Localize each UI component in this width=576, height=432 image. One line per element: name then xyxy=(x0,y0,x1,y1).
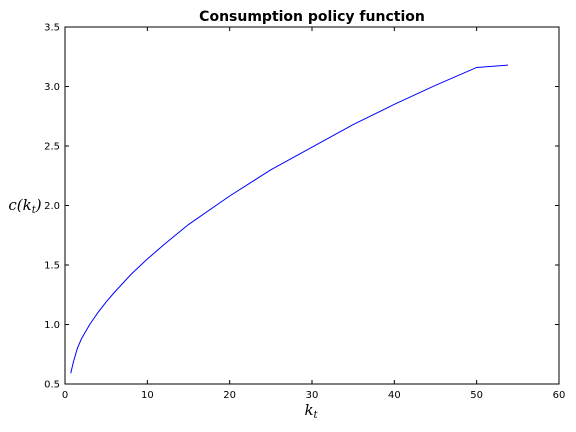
x-tick-label: 20 xyxy=(223,390,236,401)
y-tick-label: 2.0 xyxy=(44,201,60,212)
y-tick-label: 3.0 xyxy=(44,82,60,93)
x-tick-label: 10 xyxy=(141,390,154,401)
y-tick-label: 3.5 xyxy=(44,23,60,34)
chart-title: Consumption policy function xyxy=(199,9,425,25)
x-tick-label: 60 xyxy=(553,390,566,401)
y-tick-label: 2.5 xyxy=(44,142,60,153)
x-tick-labels: 0 10 20 30 40 50 60 xyxy=(62,390,566,401)
x-axis-label: kt xyxy=(304,401,318,421)
x-tick-label: 50 xyxy=(470,390,483,401)
y-tick-label: 0.5 xyxy=(44,380,60,391)
x-tick-label: 30 xyxy=(306,390,319,401)
y-tick-labels: 0.5 1.0 1.5 2.0 2.5 3.0 3.5 xyxy=(44,23,60,391)
series-line-consumption xyxy=(70,64,508,374)
y-tick-label: 1.5 xyxy=(44,261,60,272)
plot-area-frame xyxy=(64,26,560,385)
x-tick-label: 40 xyxy=(388,390,401,401)
axis-ticks xyxy=(64,26,560,385)
x-tick-label: 0 xyxy=(62,390,68,401)
y-axis-label: c(kt) xyxy=(8,196,41,216)
y-tick-label: 1.0 xyxy=(44,320,60,331)
